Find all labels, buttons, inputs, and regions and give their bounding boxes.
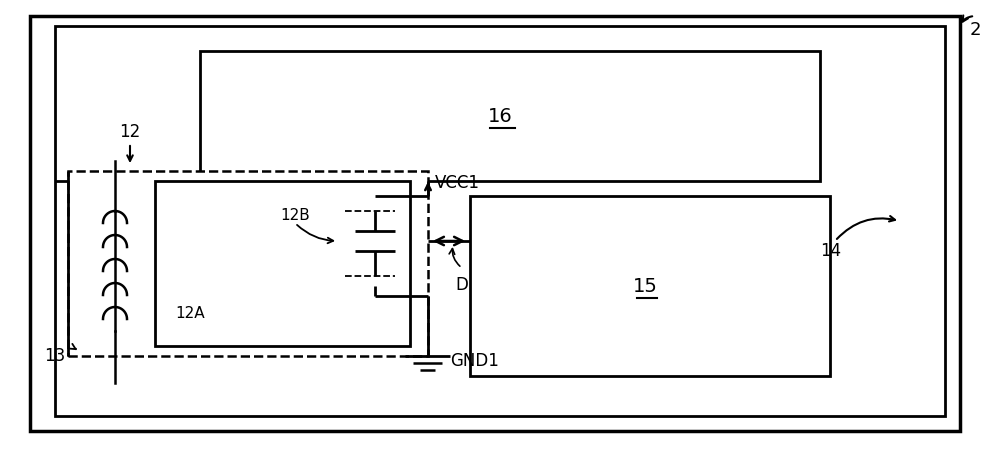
Bar (68, 171, 428, 356)
Text: VCC1: VCC1 (435, 174, 480, 192)
Text: 12A: 12A (175, 306, 205, 321)
Text: 12: 12 (119, 123, 141, 141)
Bar (155, 181, 410, 346)
Text: 14: 14 (820, 242, 841, 260)
Text: 2: 2 (970, 21, 982, 39)
Text: 12B: 12B (280, 208, 310, 224)
Bar (55, 26, 945, 416)
Bar (470, 196, 830, 376)
Text: 13: 13 (44, 347, 65, 365)
Bar (200, 51, 820, 181)
Text: GND1: GND1 (450, 352, 499, 370)
Text: 16: 16 (488, 106, 512, 125)
Text: 15: 15 (633, 276, 657, 295)
Text: D: D (456, 276, 468, 294)
